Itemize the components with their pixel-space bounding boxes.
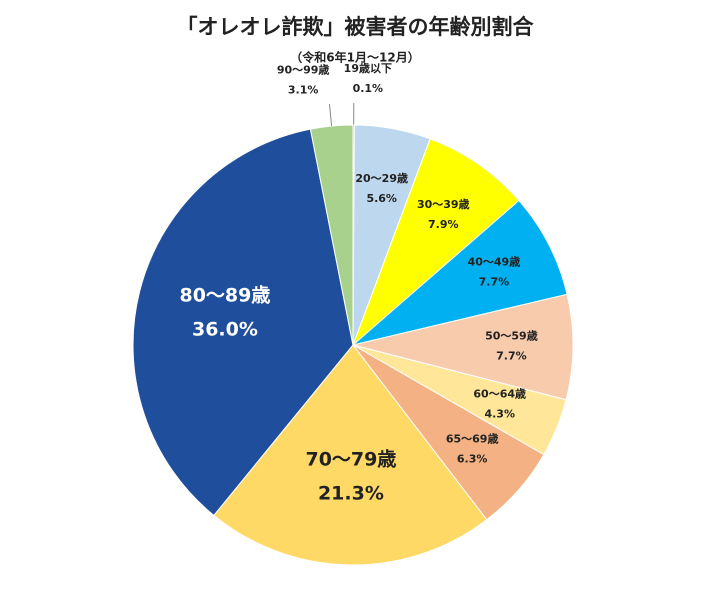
pie-slice xyxy=(352,199,568,346)
slice-category: 65～69歳 xyxy=(446,431,499,445)
slice-category: 90～99歳 xyxy=(277,62,330,76)
slice-category: 60～64歳 xyxy=(473,387,526,401)
slice-value: 5.6% xyxy=(366,192,397,205)
slice-value: 3.1% xyxy=(288,83,319,96)
slice-category: 30～39歳 xyxy=(417,197,470,211)
slice-value: 36.0% xyxy=(192,318,258,340)
slice-category: 50～59歳 xyxy=(485,328,538,342)
slice-category: 20～29歳 xyxy=(355,171,408,185)
pie-slice xyxy=(213,344,488,566)
chart-subtitle: （令和6年1月～12月） xyxy=(290,50,419,65)
slice-category: 70～79歳 xyxy=(305,448,396,470)
slice-value: 6.3% xyxy=(457,452,488,465)
leader-line xyxy=(328,104,333,127)
slice-category: 40～49歳 xyxy=(468,255,521,269)
slice-value: 7.9% xyxy=(428,218,459,231)
slice-value: 0.1% xyxy=(353,82,384,95)
slice-value: 21.3% xyxy=(318,482,384,504)
slice-category: 80～89歳 xyxy=(179,284,270,306)
chart-title: 「オレオレ詐欺」被害者の年齢別割合 xyxy=(177,15,535,39)
slice-value: 7.7% xyxy=(496,349,527,362)
slice-value: 7.7% xyxy=(479,276,510,289)
pie-slice xyxy=(132,128,354,517)
pie-slice xyxy=(352,293,574,401)
pie-slice xyxy=(352,138,520,346)
slice-category: 19歳以下 xyxy=(344,61,392,75)
slice-value: 4.3% xyxy=(484,408,515,421)
